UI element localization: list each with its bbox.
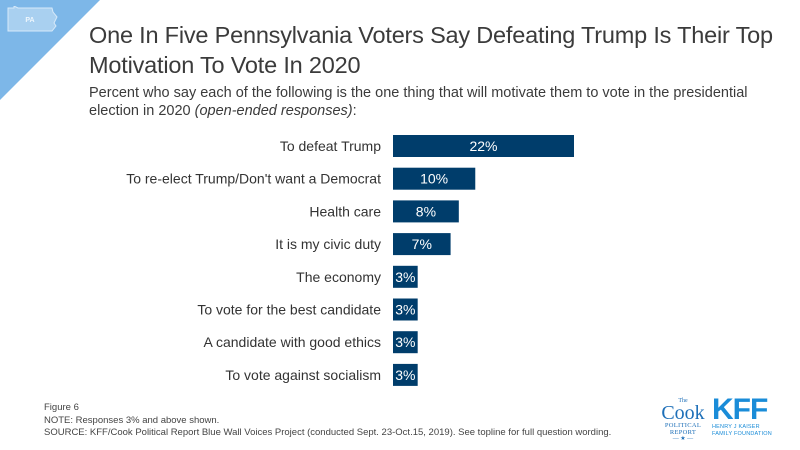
bar: [393, 331, 418, 354]
kff-logo-line1: HENRY J KAISER: [712, 424, 760, 430]
data-label: 3%: [395, 334, 415, 350]
bar: [393, 167, 476, 190]
data-label: 8%: [416, 203, 436, 219]
category-label: It is my civic duty: [275, 236, 381, 252]
subtitle-tail: :: [352, 103, 357, 119]
category-label: The economy: [296, 269, 381, 285]
cook-logo-name: Cook: [661, 402, 705, 424]
kff-logo-name: KFF: [712, 393, 768, 426]
bar: [393, 233, 451, 256]
kff-logo: KFF HENRY J KAISER FAMILY FOUNDATION: [712, 393, 772, 437]
category-label: Health care: [309, 203, 381, 219]
data-label: 7%: [412, 236, 432, 252]
bar: [393, 298, 418, 321]
state-label: PA: [25, 17, 34, 24]
data-label: 10%: [420, 171, 448, 187]
bar-chart: To defeat Trump 22% To re-elect Trump/Don'…: [126, 135, 574, 386]
kff-logo-line2: FAMILY FOUNDATION: [712, 430, 772, 437]
category-label: A candidate with good ethics: [204, 334, 381, 350]
data-label: 3%: [395, 302, 415, 318]
chart-subtitle: Percent who say each of the following is…: [89, 84, 789, 120]
footer-note: NOTE: Responses 3% and above shown.: [44, 414, 220, 426]
figure-number: Figure 6: [44, 402, 79, 413]
cook-political-report-logo: The Cook POLITICAL REPORT — ★ —: [660, 398, 706, 443]
star-icon: — ★ —: [672, 436, 694, 442]
pennsylvania-map-icon: PA: [7, 6, 58, 32]
chart-title: One In Five Pennsylvania Voters Say Defe…: [89, 22, 773, 78]
subtitle-italic: (open-ended responses): [194, 103, 353, 119]
bar: [393, 265, 418, 288]
bar: [393, 363, 418, 386]
category-label: To vote for the best candidate: [197, 302, 381, 318]
bar: [393, 135, 574, 157]
cook-logo-the: The: [678, 398, 688, 404]
footer: Figure 6 NOTE: Responses 3% and above sh…: [44, 402, 611, 440]
cook-logo-line2: REPORT: [669, 429, 697, 436]
data-label: 22%: [469, 138, 497, 154]
footer-source: SOURCE: KFF/Cook Political Report Blue W…: [44, 427, 612, 438]
cook-logo-line1: POLITICAL: [664, 422, 702, 429]
category-label: To vote against socialism: [225, 367, 381, 383]
data-label: 3%: [395, 269, 415, 285]
data-label: 3%: [395, 367, 415, 383]
subtitle-main: Percent who say each of the following is…: [89, 85, 748, 119]
category-label: To re-elect Trump/Don't want a Democrat: [126, 171, 381, 187]
category-label: To defeat Trump: [280, 138, 381, 154]
bar: [393, 200, 459, 223]
